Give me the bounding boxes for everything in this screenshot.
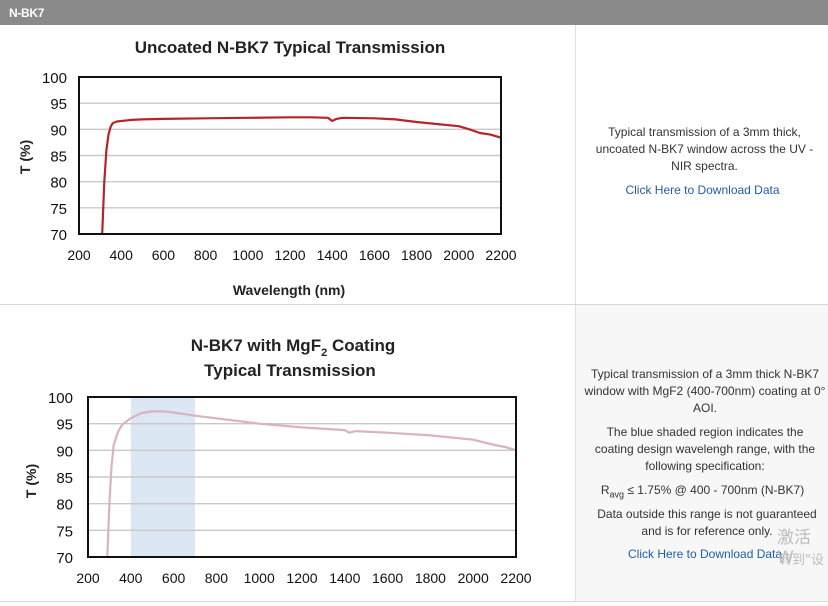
x-tick-label: 600: [162, 570, 186, 586]
x-tick-label: 1000: [244, 570, 275, 586]
y-tick-label: 90: [56, 443, 73, 460]
watermark-line1: 激活 W: [777, 528, 811, 568]
description-text: Typical transmission of a 3mm thick, unc…: [595, 125, 814, 173]
x-tick-label: 1600: [372, 570, 403, 586]
chart-uncoated: Uncoated N-BK7 Typical Transmission T (%…: [17, 38, 517, 298]
y-tick-label: 70: [56, 550, 73, 567]
reference-note: Data outside this range is not guarantee…: [597, 507, 817, 538]
chart-title: Uncoated N-BK7 Typical Transmission: [135, 38, 445, 57]
x-tick-label: 1400: [329, 570, 360, 586]
x-tick-label: 400: [119, 570, 143, 586]
y-tick-label: 85: [56, 470, 73, 487]
x-tick-label: 2200: [500, 570, 531, 586]
chart-cell-mgf2: N-BK7 with MgF2 Coating Typical Transmis…: [0, 305, 575, 601]
series-line: [106, 410, 517, 558]
y-tick-label: 70: [50, 227, 67, 244]
section-title: N-BK7: [9, 6, 45, 20]
x-tick-label: 1000: [232, 247, 263, 263]
x-tick-label: 1800: [415, 570, 446, 586]
x-tick-label: 600: [152, 247, 176, 263]
x-tick-label: 2000: [443, 247, 474, 263]
plot-frame: [87, 396, 517, 558]
y-axis-label: T (%): [17, 140, 33, 174]
chart-mgf2: N-BK7 with MgF2 Coating Typical Transmis…: [23, 336, 532, 586]
product-row-mgf2: N-BK7 with MgF2 Coating Typical Transmis…: [0, 305, 828, 602]
chart-title-sub: 2: [321, 347, 327, 359]
y-tick-label: 75: [56, 523, 73, 540]
section-header: N-BK7: [0, 0, 828, 25]
y-tick-label: 75: [50, 201, 67, 218]
x-tick-label: 1800: [401, 247, 432, 263]
download-data-link[interactable]: Click Here to Download Data: [628, 547, 783, 561]
series-line: [101, 116, 502, 235]
x-tick-label: 800: [205, 570, 229, 586]
x-tick-label: 1400: [317, 247, 348, 263]
x-tick-label: 1600: [359, 247, 390, 263]
y-tick-label: 85: [50, 149, 67, 166]
y-tick-label: 100: [48, 390, 73, 407]
plot-frame: [78, 76, 502, 235]
y-tick-label: 80: [56, 497, 73, 514]
x-tick-label: 800: [194, 247, 218, 263]
x-tick-label: 1200: [286, 570, 317, 586]
y-tick-label: 80: [50, 175, 67, 192]
coating-spec: Ravg ≤ 1.75% @ 400 - 700nm (N-BK7): [576, 482, 828, 503]
y-tick-label: 90: [50, 122, 67, 139]
y-axis-label: T (%): [23, 464, 39, 498]
chart-title-post: Coating: [327, 336, 395, 355]
spec-text: ≤ 1.75% @ 400 - 700nm (N-BK7): [627, 483, 805, 497]
x-tick-label: 2200: [485, 247, 516, 263]
x-tick-label: 200: [67, 247, 91, 263]
shaded-region-note: The blue shaded region indicates the coa…: [594, 425, 816, 473]
download-data-link[interactable]: Click Here to Download Data: [625, 183, 780, 197]
spec-subscript: avg: [609, 489, 624, 500]
x-axis-label: Wavelength (nm): [233, 282, 345, 298]
spec-symbol: R: [600, 483, 610, 497]
chart-title-line2: Typical Transmission: [204, 361, 376, 380]
description-cell-uncoated: Typical transmission of a 3mm thick, unc…: [575, 25, 828, 304]
x-tick-label: 2000: [458, 570, 489, 586]
description-cell-mgf2: Typical transmission of a 3mm thick N-BK…: [575, 305, 828, 601]
watermark-line2: 转到"设: [779, 553, 824, 568]
description-text: Typical transmission of a 3mm thick N-BK…: [584, 367, 826, 415]
chart-cell-uncoated: Uncoated N-BK7 Typical Transmission T (%…: [0, 25, 575, 304]
chart-title-line1: N-BK7 with MgF2 Coating: [191, 336, 395, 359]
y-tick-label: 95: [50, 96, 67, 113]
product-row-uncoated: Uncoated N-BK7 Typical Transmission T (%…: [0, 25, 828, 305]
x-tick-label: 1200: [274, 247, 305, 263]
y-tick-label: 100: [42, 70, 67, 87]
chart-title-pre: N-BK7 with MgF: [191, 336, 321, 355]
x-tick-label: 400: [110, 247, 134, 263]
y-tick-label: 95: [56, 417, 73, 434]
x-tick-label: 200: [76, 570, 100, 586]
